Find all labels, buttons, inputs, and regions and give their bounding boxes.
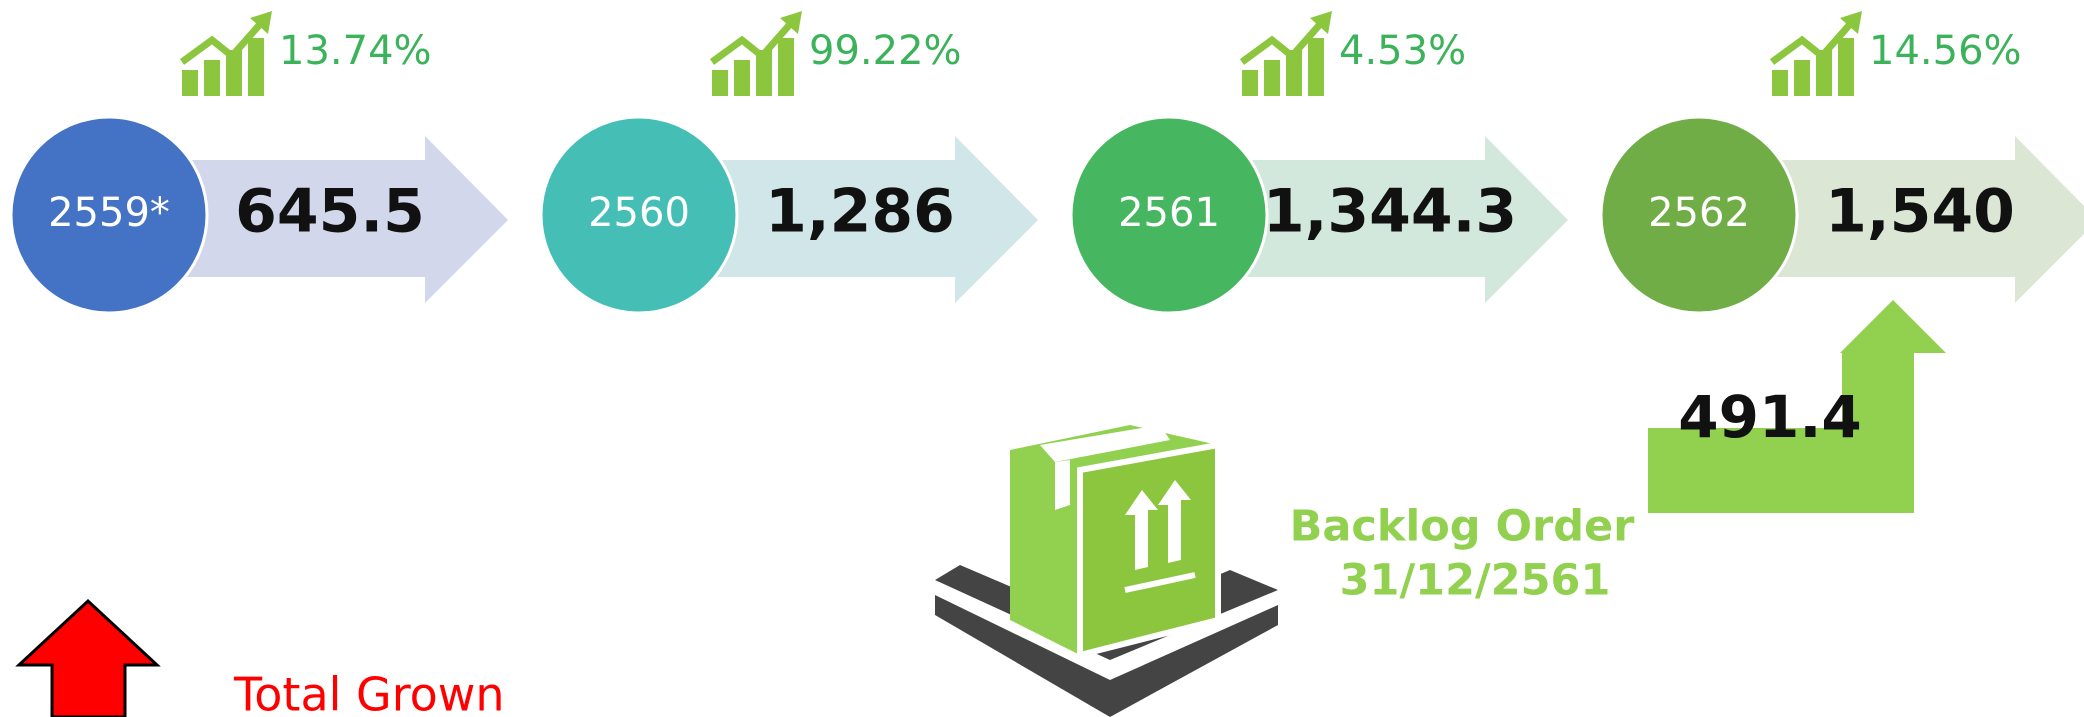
year-circle — [9, 115, 209, 315]
growth-icon — [1772, 38, 1854, 96]
arrow — [186, 136, 508, 303]
growth-head — [780, 11, 802, 34]
box-icon — [935, 425, 1278, 717]
backlog-value: 491.4 — [1678, 383, 1861, 451]
year: 2562 — [1648, 190, 1750, 236]
legend-arrow — [15, 598, 161, 717]
growth-icon — [182, 38, 264, 96]
value: 645.5 — [235, 177, 425, 247]
step: 2561 1,344.3 4.53% — [1069, 11, 1568, 315]
year: 2560 — [588, 190, 690, 236]
arrow — [1246, 136, 1568, 303]
growth-head — [1840, 11, 1862, 34]
backlog-label: Backlog Order — [1290, 502, 1636, 552]
growth-trend — [1769, 19, 1855, 65]
year: 2561 — [1118, 190, 1220, 236]
year-circle — [1599, 115, 1799, 315]
growth: 4.53% — [1339, 28, 1466, 74]
growth-trend — [1239, 19, 1325, 65]
year-circle — [1069, 115, 1269, 315]
value: 1,344.3 — [1263, 177, 1517, 247]
value: 1,540 — [1825, 177, 2015, 247]
growth-trend — [179, 19, 265, 65]
growth-trend — [709, 19, 795, 65]
value: 1,286 — [765, 177, 955, 247]
legend-label: Total Grown — [233, 668, 505, 717]
arrow — [716, 136, 1038, 303]
backlog-arrow — [1648, 300, 1946, 513]
growth-head — [250, 11, 272, 34]
growth: 13.74% — [279, 28, 432, 74]
year: 2559* — [48, 190, 170, 236]
step: 2562 1,540 14.56% — [1599, 11, 2084, 315]
backlog-date: 31/12/2561 — [1340, 556, 1611, 606]
step: 2560 1,286 99.22% — [539, 11, 1038, 315]
year-circle — [539, 115, 739, 315]
up-arrow — [1648, 300, 1946, 513]
step: 2559* 645.5 13.74% — [9, 11, 508, 315]
legend: Total Grown — [15, 598, 505, 717]
growth: 99.22% — [809, 28, 962, 74]
growth: 14.56% — [1869, 28, 2022, 74]
growth-icon — [1242, 38, 1324, 96]
growth-head — [1310, 11, 1332, 34]
arrow — [1776, 136, 2084, 303]
growth-icon — [712, 38, 794, 96]
